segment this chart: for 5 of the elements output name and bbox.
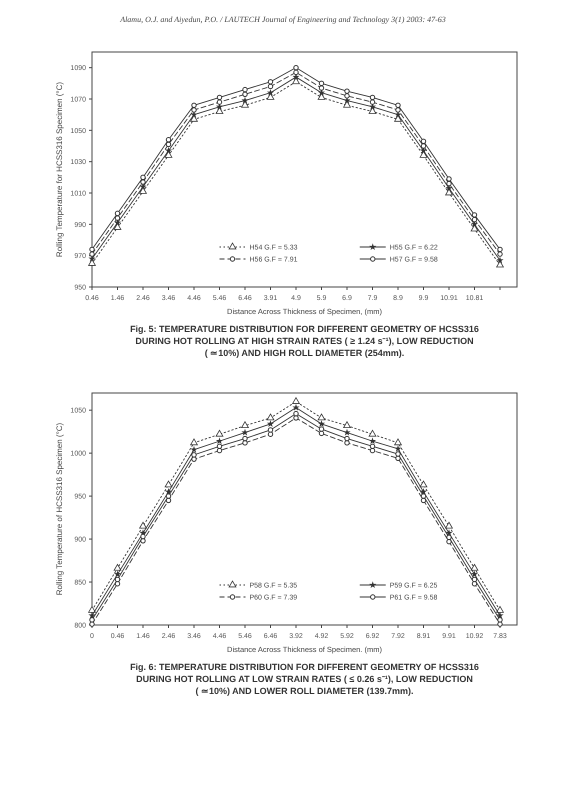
text: Fig. 5: TEMPERATURE DISTRIBUTION FOR DIFFERENT GEOMETRY OF HCSS316 DURING HOT ROLLING AT HIGH STRAIN RATES ( ≥ 1.24 s⁻¹), LOW REDUCTION ( ≃10%) AND HIGH ROLL DIAMETER (254mm). bbox=[130, 324, 479, 358]
text: Fig. 6: TEMPERATURE DISTRIBUTION FOR DIFFERENT GEOMETRY OF HCSS316 DURING HOT ROLLING AT LOW STRAIN RATES ( ≤ 0.26 s⁻¹), LOW REDUCTION ( ≃10%) AND LOWER ROLL DIAMETER (139.7mm). bbox=[130, 662, 479, 696]
y-axis-title: Rolling Temperature of HCSS316 Specimen (°C) bbox=[55, 422, 64, 596]
text: Alamu, O.J. and Aiyedun, P.O. / LAUTECH Journal of Engineering and Technology 3(1) 2003: 47-63 bbox=[119, 15, 446, 24]
y-axis-title: Rolling Temperature for HCSS316 Specimen (°C) bbox=[55, 82, 64, 258]
